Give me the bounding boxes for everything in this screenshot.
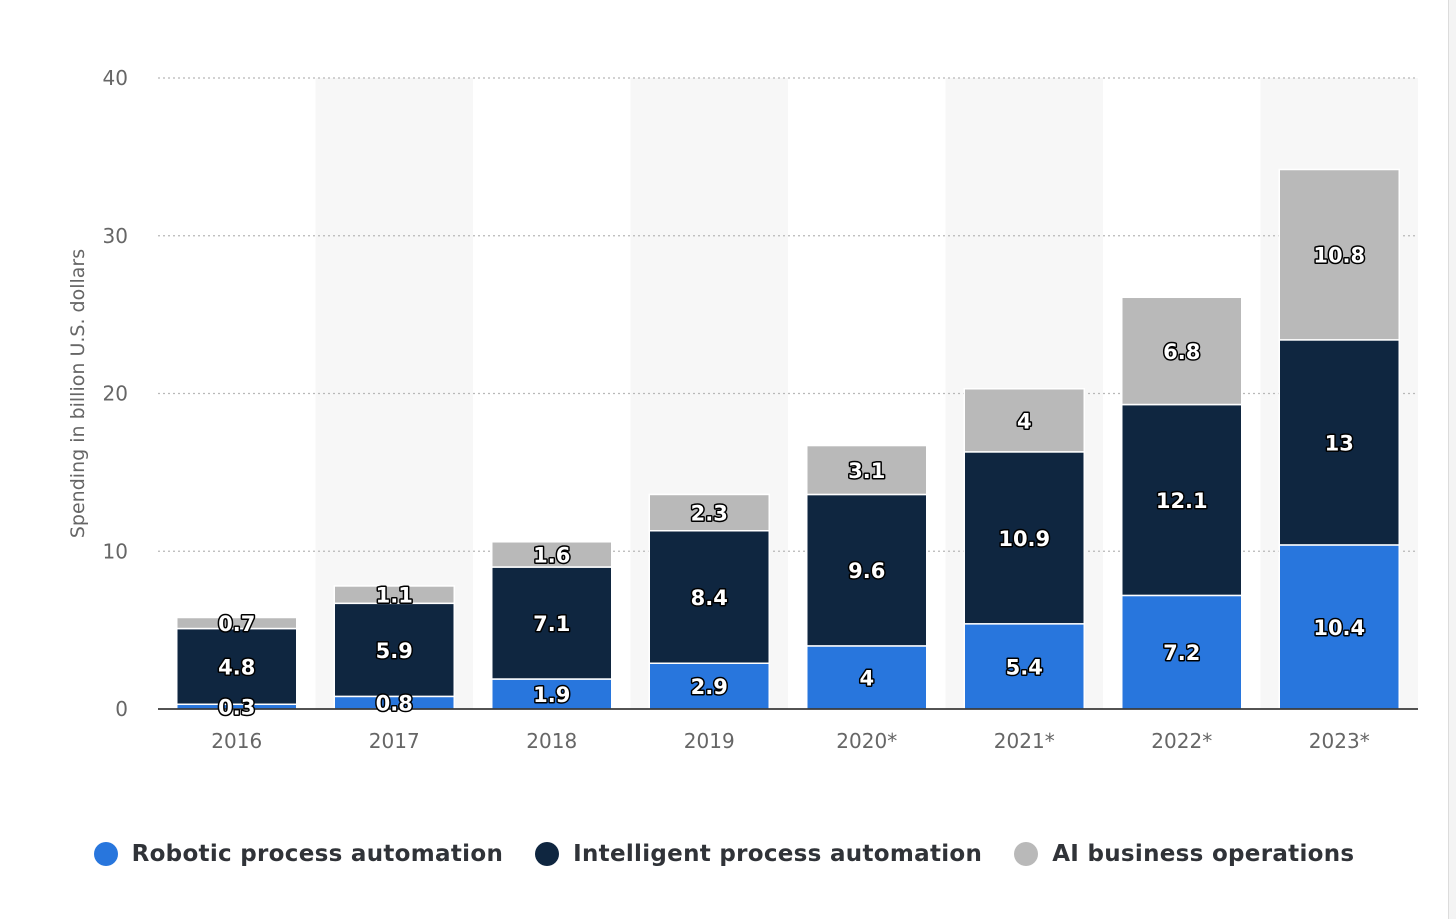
y-axis-label: Spending in billion U.S. dollars — [67, 249, 89, 538]
legend-label: Robotic process automation — [131, 841, 504, 867]
x-tick-label: 2023* — [1309, 729, 1370, 753]
data-label: 2.3 — [691, 502, 728, 526]
data-label: 9.6 — [848, 559, 885, 583]
data-label: 4.8 — [218, 655, 255, 679]
bars — [176, 168, 1400, 710]
data-label: 1.1 — [376, 584, 413, 608]
x-tick-label: 2021* — [994, 729, 1055, 753]
bar-segment — [491, 566, 613, 680]
data-labels: 0.3 4.8 0.7 0.8 5.9 1.1 1.9 7.1 1.6 2.9 8.4 2.3 4 9.6… — [217, 242, 1367, 721]
bar-segment — [333, 585, 455, 605]
y-axis-ticks: 0 10 20 30 40 — [103, 66, 128, 721]
data-label: 6.8 — [1163, 340, 1200, 364]
data-label: 1.6 — [533, 543, 570, 567]
bar-segment — [176, 616, 298, 630]
x-tick-label: 2018 — [526, 729, 577, 753]
bar-segment — [648, 493, 770, 532]
data-label: 13 — [1325, 431, 1354, 455]
data-label: 0.3 — [218, 696, 255, 720]
bar-segment — [648, 662, 770, 710]
x-tick-label: 2016 — [211, 729, 262, 753]
data-label: 1.9 — [533, 683, 570, 707]
legend-label: Intelligent process automation — [573, 841, 983, 867]
bar-segment — [963, 451, 1085, 625]
x-tick-label: 2020* — [836, 729, 897, 753]
data-label: 7.1 — [533, 612, 570, 636]
legend-item[interactable]: Robotic process automation — [93, 841, 504, 867]
data-label: 5.9 — [376, 639, 413, 663]
data-label: 10.8 — [1313, 244, 1365, 268]
data-label: 12.1 — [1156, 489, 1208, 513]
data-label: 10.9 — [998, 527, 1050, 551]
y-tick-label: 40 — [103, 66, 128, 90]
y-tick-label: 20 — [103, 382, 128, 406]
x-tick-label: 2017 — [369, 729, 420, 753]
bar-segment — [491, 541, 613, 568]
bar-segment — [806, 444, 928, 496]
x-tick-label: 2022* — [1151, 729, 1212, 753]
bar-segment — [1278, 339, 1400, 546]
legend-marker-icon — [1014, 842, 1039, 866]
bar-segment — [1121, 403, 1243, 597]
data-label: 10.4 — [1313, 616, 1365, 640]
data-label: 2.9 — [691, 675, 728, 699]
y-tick-label: 30 — [103, 224, 128, 248]
bar-segment — [1121, 296, 1243, 406]
data-label: 3.1 — [848, 459, 885, 483]
data-label: 8.4 — [691, 586, 728, 610]
data-label: 4 — [859, 666, 874, 690]
bar-segment — [648, 529, 770, 665]
x-axis-ticks: 2016 2017 2018 2019 2020* 2021* 2022* 2023* — [211, 729, 1369, 753]
legend: Robotic process automation Intelligent pr… — [0, 832, 1448, 876]
bar-segment — [176, 627, 298, 706]
data-label: 5.4 — [1006, 655, 1043, 679]
legend-marker-icon — [93, 842, 118, 866]
legend-item[interactable]: AI business operations — [1014, 841, 1354, 867]
legend-marker-icon — [535, 842, 560, 866]
y-tick-label: 0 — [115, 697, 128, 721]
data-label: 0.8 — [376, 692, 413, 716]
bar-segment — [1278, 168, 1400, 341]
x-tick-label: 2019 — [684, 729, 735, 753]
bar-segment — [963, 388, 1085, 453]
y-tick-label: 10 — [103, 539, 128, 563]
data-label: 7.2 — [1163, 641, 1200, 665]
legend-label: AI business operations — [1052, 841, 1355, 867]
data-label: 0.7 — [218, 612, 255, 636]
bar-segment — [1121, 594, 1243, 710]
data-label: 4 — [1017, 409, 1032, 433]
stacked-bar-chart: 0 10 20 30 40 Spending in billion U.S. dolla… — [67, 66, 1418, 753]
legend-item[interactable]: Intelligent process automation — [535, 841, 982, 867]
